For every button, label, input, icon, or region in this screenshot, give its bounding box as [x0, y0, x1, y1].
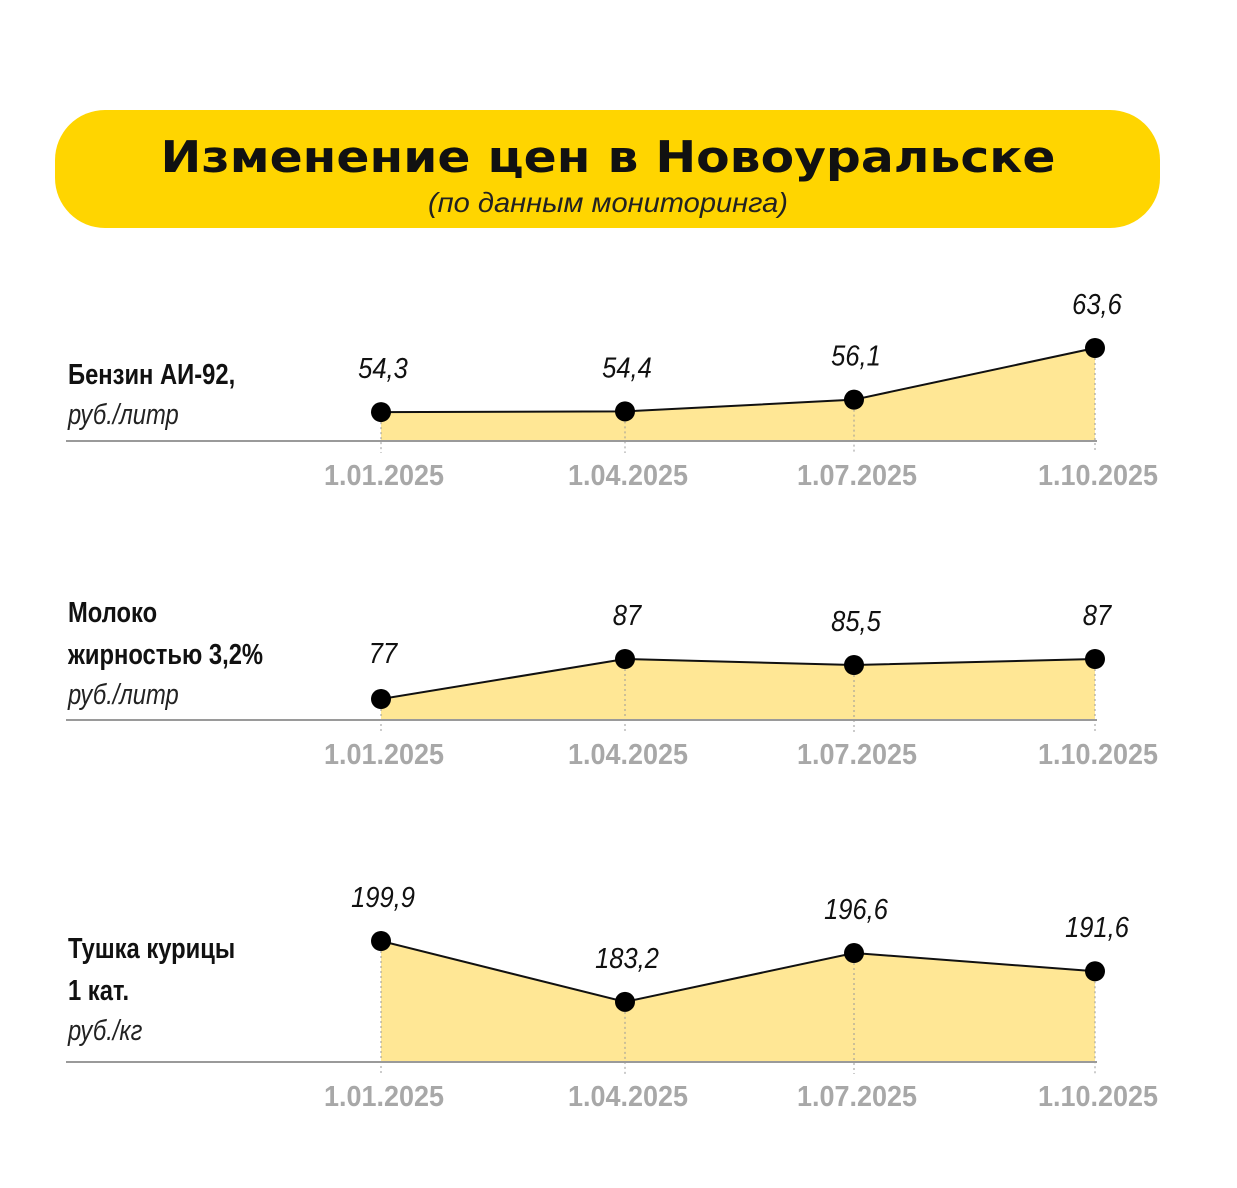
data-label: 77	[369, 636, 399, 669]
data-label: 87	[1083, 598, 1113, 631]
area-fill	[381, 941, 1095, 1062]
chart-label: Молоко	[68, 596, 157, 629]
chart-label: 1 кат.	[68, 974, 129, 1007]
x-tick-label: 1.10.2025	[1038, 460, 1158, 492]
data-point	[844, 655, 864, 675]
data-point	[371, 402, 391, 423]
x-tick-label: 1.10.2025	[1038, 1081, 1158, 1113]
data-point	[1085, 338, 1105, 358]
chart-label: Тушка курицы	[68, 932, 235, 965]
x-tick-label: 1.04.2025	[568, 460, 688, 492]
page-subtitle: (по данным мониторинга)	[428, 187, 788, 218]
area-fill	[381, 348, 1095, 441]
chart-unit: руб./литр	[67, 398, 179, 431]
x-tick-label: 1.07.2025	[797, 460, 917, 492]
data-label: 199,9	[351, 880, 415, 913]
data-point	[615, 401, 635, 422]
data-label: 196,6	[824, 892, 889, 925]
series-line	[380, 347, 1096, 414]
data-point	[1085, 961, 1105, 982]
data-label: 63,6	[1072, 287, 1122, 320]
series-line	[380, 940, 1096, 1003]
x-tick-label: 1.07.2025	[797, 1081, 917, 1113]
chart-unit: руб./кг	[67, 1014, 142, 1047]
data-point	[371, 689, 391, 709]
data-label: 54,4	[602, 351, 652, 384]
title-banner	[55, 110, 1160, 228]
data-point	[1085, 649, 1105, 669]
data-label: 191,6	[1065, 911, 1130, 944]
page-title: Изменение цен в Новоуральске	[161, 132, 1056, 183]
data-label: 56,1	[831, 339, 881, 372]
data-point	[615, 649, 635, 669]
chart-label: Бензин АИ-92,	[68, 358, 235, 391]
x-tick-label: 1.01.2025	[324, 739, 444, 771]
x-tick-label: 1.10.2025	[1038, 739, 1158, 771]
data-label: 183,2	[595, 941, 659, 974]
data-label: 54,3	[358, 352, 408, 385]
data-point	[844, 389, 864, 410]
x-tick-label: 1.01.2025	[324, 1081, 444, 1113]
data-point	[844, 943, 864, 964]
x-tick-label: 1.04.2025	[568, 1081, 688, 1113]
data-label: 85,5	[831, 604, 881, 637]
chart-label: жирностью 3,2%	[67, 638, 263, 671]
chart-unit: руб./литр	[67, 678, 179, 711]
data-point	[615, 991, 635, 1012]
data-label: 87	[613, 598, 643, 631]
data-point	[371, 931, 391, 951]
x-tick-label: 1.07.2025	[797, 739, 917, 771]
series-line	[380, 657, 1096, 700]
x-tick-label: 1.01.2025	[324, 460, 444, 492]
x-tick-label: 1.04.2025	[568, 739, 688, 771]
area-fill	[381, 659, 1095, 720]
